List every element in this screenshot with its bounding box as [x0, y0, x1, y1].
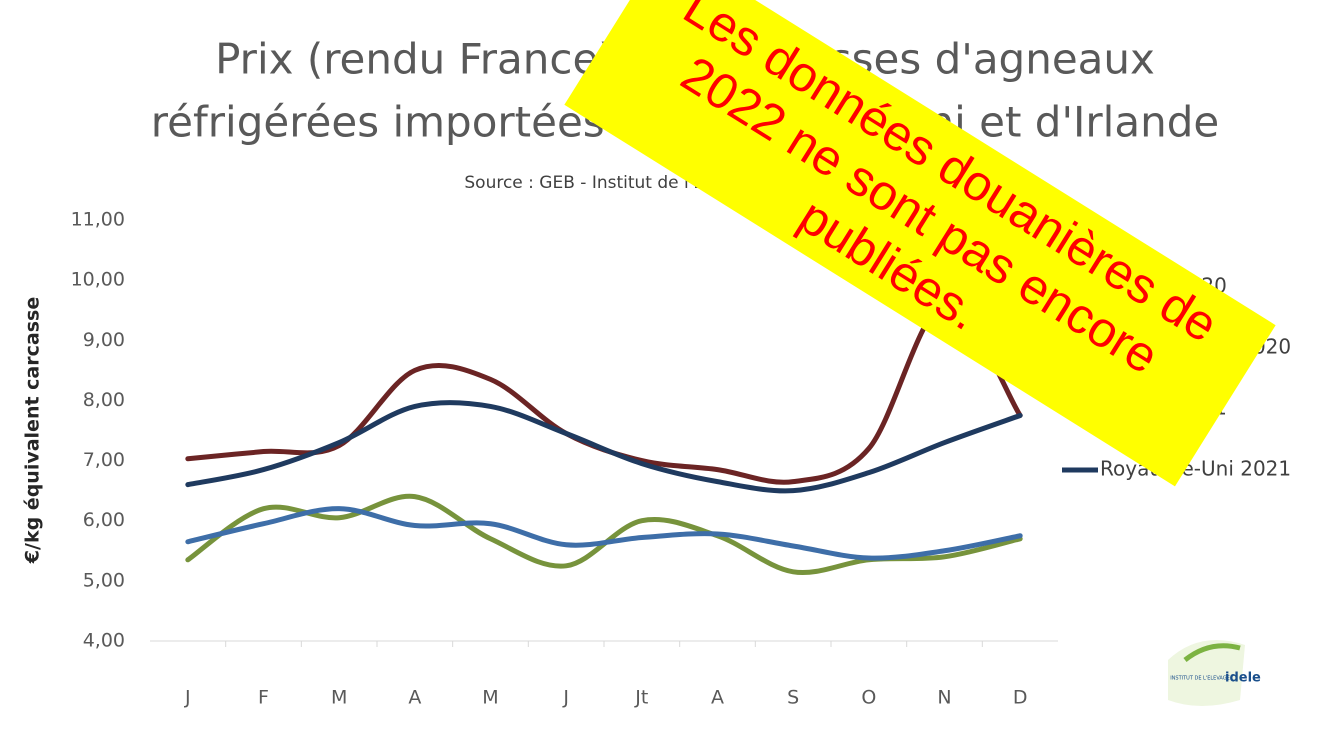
y-tick-label: 10,00 [71, 269, 125, 291]
y-axis-label: €/kg équivalent carcasse [22, 297, 44, 564]
y-tick-label: 8,00 [83, 389, 125, 411]
x-tick-label: Jt [634, 687, 648, 709]
x-tick-label: M [331, 687, 347, 709]
logo-text: INSTITUT DE L'ELEVAGE [1170, 676, 1230, 682]
logo: INSTITUT DE L'ELEVAGE idele [1168, 640, 1261, 706]
x-tick-label: J [562, 687, 569, 709]
y-tick-label: 9,00 [83, 329, 125, 351]
x-tick-label: A [408, 687, 421, 709]
y-tick-label: 6,00 [83, 509, 125, 531]
x-tick-label: S [787, 687, 799, 709]
x-tick-label: A [711, 687, 724, 709]
x-tick-label: J [184, 687, 191, 709]
series-line [185, 506, 1023, 561]
logo-swoosh [1183, 643, 1241, 662]
y-tick-label: 5,00 [83, 569, 125, 591]
legend-label: Royaume-Uni 2021 [1100, 457, 1291, 481]
x-tick-label: F [258, 687, 269, 709]
x-tick-label: M [482, 687, 498, 709]
x-tick-label: D [1013, 687, 1028, 709]
y-tick-label: 11,00 [71, 209, 125, 231]
series-line [185, 493, 1023, 576]
x-tick-label: O [861, 687, 876, 709]
y-tick-label: 7,00 [83, 449, 125, 471]
x-tick-label: N [937, 687, 951, 709]
y-tick-label: 4,00 [83, 630, 125, 652]
series-line [185, 399, 1023, 494]
logo-text: idele [1225, 671, 1261, 686]
